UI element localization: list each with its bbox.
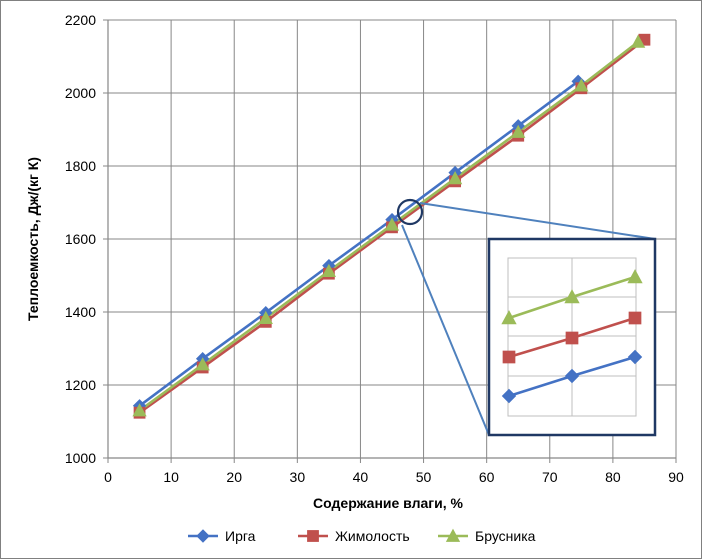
x-tick-labels: 0 10 20 30 40 50 60 70 80 90 — [104, 469, 684, 485]
x-tick-label: 40 — [353, 469, 369, 485]
x-tick-label: 60 — [479, 469, 495, 485]
zoom-circle — [396, 198, 424, 226]
inset-chart — [487, 237, 657, 437]
y-tick-label: 1600 — [65, 231, 96, 247]
y-tick-label: 2200 — [65, 12, 96, 28]
zoom-line-bottom — [401, 224, 490, 436]
y-tick-label: 2000 — [65, 85, 96, 101]
legend-label-3: Брусника — [475, 528, 536, 544]
y-tick-label: 1000 — [65, 450, 96, 466]
legend-marker-1 — [196, 529, 210, 543]
x-tick-label: 30 — [290, 469, 306, 485]
series-3-point — [630, 34, 646, 48]
series-3-point — [132, 403, 147, 417]
x-tick-label: 90 — [668, 469, 684, 485]
inset-series-3-point — [627, 269, 643, 284]
legend-label-2: Жимолость — [335, 528, 410, 544]
series-markers — [132, 33, 651, 419]
zoom-line-top — [419, 202, 656, 240]
legend-marker-3 — [445, 528, 461, 542]
axes — [103, 19, 677, 463]
x-tick-label: 0 — [104, 469, 112, 485]
inset-series-2-point — [628, 311, 642, 325]
x-axis-title: Содержание влаги, % — [313, 495, 463, 511]
inset-series-2-point — [565, 331, 579, 345]
y-tick-labels: 1000 1200 1400 1600 1800 2000 2200 — [65, 12, 96, 466]
series-line-1 — [138, 80, 579, 407]
inset-series-2-point — [502, 350, 516, 364]
series-3-point — [511, 124, 526, 138]
y-tick-label: 1200 — [65, 377, 96, 393]
series-3-point — [447, 171, 463, 185]
x-tick-label: 50 — [416, 469, 432, 485]
y-axis-title: Теплоемкость, Дж/(кг К) — [25, 157, 41, 321]
inset-series-3-point — [564, 289, 580, 304]
inset-series-1-point — [564, 368, 580, 384]
inset-series-1-point — [501, 388, 517, 404]
inset-series-3-point — [501, 310, 517, 325]
x-tick-label: 20 — [226, 469, 242, 485]
legend: Ирга Жимолость Брусника — [188, 528, 536, 544]
x-tick-label: 10 — [163, 469, 179, 485]
series-3-point — [574, 78, 589, 92]
x-tick-label: 70 — [542, 469, 558, 485]
inset-series-1-point — [627, 349, 643, 365]
legend-marker-2 — [307, 530, 319, 542]
series-3-point — [321, 263, 337, 277]
series-3-point — [195, 357, 210, 371]
y-tick-label: 1400 — [65, 304, 96, 320]
zoom-callout — [396, 198, 656, 436]
legend-label-1: Ирга — [225, 528, 256, 544]
series-3-point — [258, 310, 273, 325]
y-tick-label: 1800 — [65, 158, 96, 174]
series-3-point — [384, 217, 400, 231]
x-tick-label: 80 — [605, 469, 621, 485]
